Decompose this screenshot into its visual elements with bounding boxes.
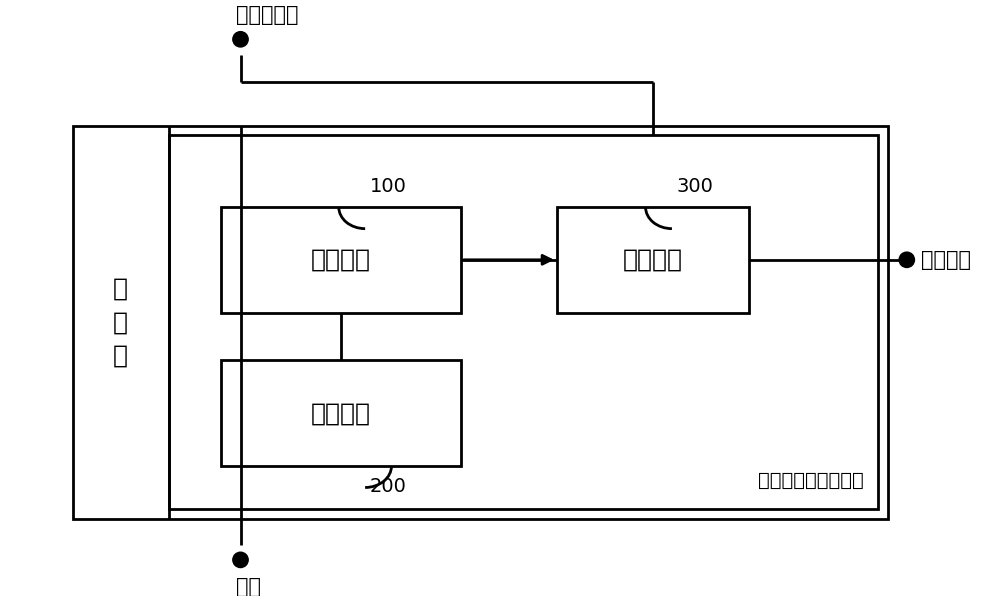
Text: 断
路
器: 断 路 器 — [113, 277, 128, 368]
Bar — [73, 126, 888, 519]
Circle shape — [233, 552, 248, 567]
Text: 主控电路: 主控电路 — [311, 248, 371, 272]
Text: 电源输入端: 电源输入端 — [236, 5, 298, 25]
Text: 100: 100 — [370, 176, 407, 195]
Bar — [221, 207, 461, 312]
Text: 200: 200 — [370, 477, 407, 496]
Text: 断路器智能测量模块: 断路器智能测量模块 — [758, 471, 864, 490]
Text: 外部终端: 外部终端 — [921, 250, 971, 270]
Circle shape — [899, 252, 914, 268]
Bar — [169, 135, 878, 509]
Text: 负载: 负载 — [236, 577, 261, 596]
Text: 300: 300 — [677, 176, 714, 195]
Bar — [221, 361, 461, 466]
Text: 通信电路: 通信电路 — [623, 248, 683, 272]
Bar — [557, 207, 749, 312]
Text: 采样电路: 采样电路 — [311, 401, 371, 425]
Circle shape — [233, 32, 248, 47]
